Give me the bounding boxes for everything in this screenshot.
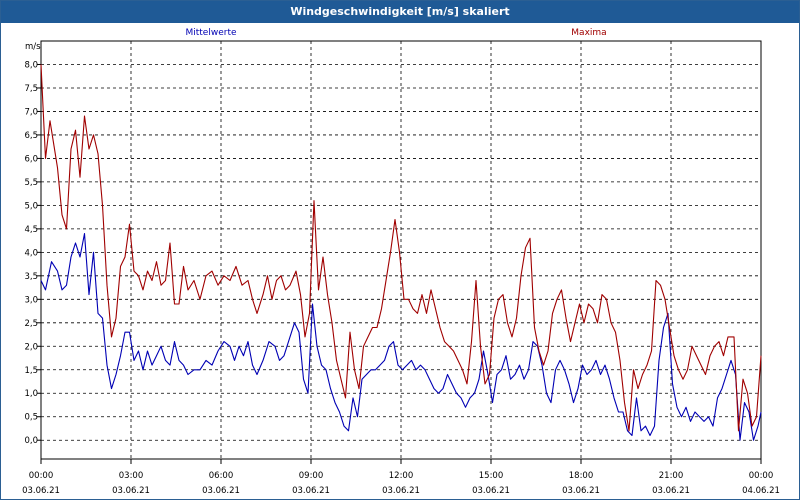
- x-tick-time: 09:00: [299, 471, 324, 481]
- y-axis-label: m/s: [25, 42, 41, 52]
- x-tick-date: 03.06.21: [382, 486, 420, 496]
- x-tick-time: 18:00: [569, 471, 594, 481]
- y-tick-label: 1,5: [24, 366, 38, 376]
- legend-maxima: Maxima: [571, 28, 606, 38]
- y-tick-label: 2,5: [24, 319, 38, 329]
- y-tick-label: 0,5: [24, 413, 38, 423]
- x-tick-date: 04.06.21: [742, 486, 780, 496]
- x-tick-date: 03.06.21: [22, 486, 60, 496]
- x-tick-time: 12:00: [389, 471, 414, 481]
- y-tick-label: 5,5: [24, 178, 38, 188]
- x-tick-date: 03.06.21: [652, 486, 690, 496]
- y-tick-label: 6,0: [24, 154, 38, 164]
- y-tick-label: 7,5: [24, 84, 38, 94]
- x-tick-time: 00:00: [749, 471, 774, 481]
- x-tick-date: 03.06.21: [472, 486, 510, 496]
- y-tick-label: 3,0: [24, 295, 38, 305]
- y-tick-label: 6,5: [24, 131, 38, 141]
- y-tick-label: 4,0: [24, 248, 38, 258]
- x-tick-date: 03.06.21: [112, 486, 150, 496]
- x-tick-time: 06:00: [209, 471, 234, 481]
- series-line-mittelwerte: [40, 233, 762, 441]
- y-tick-label: 0,0: [24, 436, 38, 446]
- x-tick-time: 21:00: [659, 471, 684, 481]
- y-tick-label: 7,0: [24, 107, 38, 117]
- x-tick-date: 03.06.21: [562, 486, 600, 496]
- chart-title: Windgeschwindigkeit [m/s] skaliert: [1, 1, 799, 23]
- y-tick-label: 1,0: [24, 389, 38, 399]
- y-tick-label: 8,0: [24, 60, 38, 70]
- legend-mittelwerte: Mittelwerte: [185, 28, 236, 38]
- y-tick-label: 4,5: [24, 225, 38, 235]
- x-tick-time: 15:00: [479, 471, 504, 481]
- x-tick-date: 03.06.21: [202, 486, 240, 496]
- x-tick-time: 00:00: [29, 471, 54, 481]
- x-tick-time: 03:00: [119, 471, 144, 481]
- y-tick-label: 3,5: [24, 272, 38, 282]
- y-tick-label: 5,0: [24, 201, 38, 211]
- y-tick-label: 2,0: [24, 342, 38, 352]
- x-tick-date: 03.06.21: [292, 486, 330, 496]
- series-line-maxima: [40, 64, 762, 432]
